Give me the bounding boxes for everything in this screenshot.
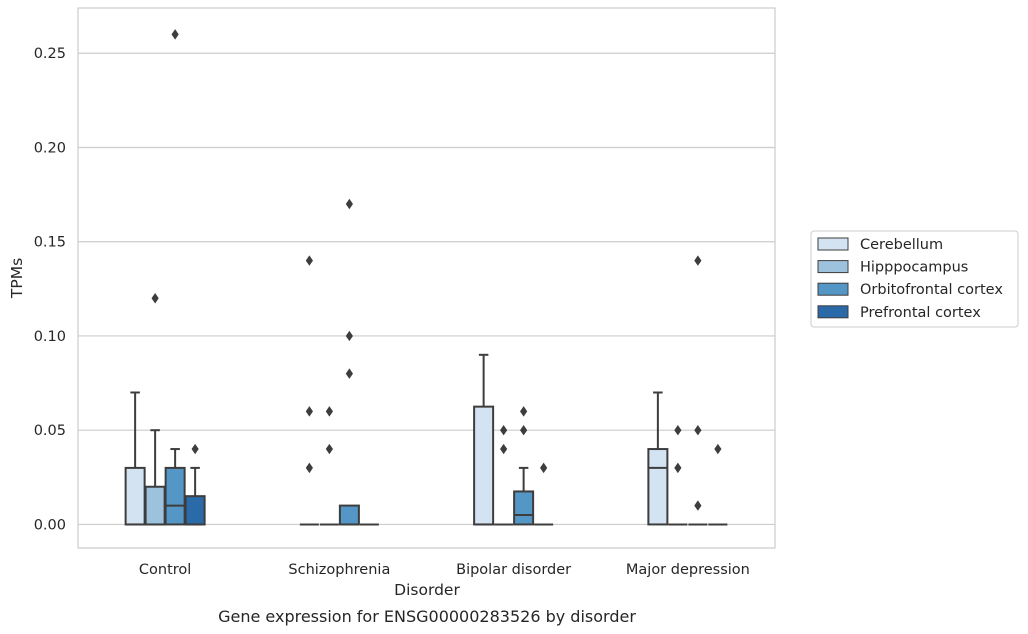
box-iqr <box>338 504 360 526</box>
outlier-2-0-0 <box>171 29 179 40</box>
legend-label-1: Hipppocampus <box>860 260 968 276</box>
box-iqr <box>184 495 206 526</box>
outlier-1-1-0 <box>325 443 333 455</box>
box-iqr <box>473 405 495 526</box>
outlier-3-2-0 <box>540 462 548 474</box>
legend: Cerebellum Hipppocampus Orbitofrontal cort… <box>810 230 1019 328</box>
x-tick-label-1: Schizophrenia <box>288 562 390 578</box>
y-axis-title: TPMs <box>8 258 26 299</box>
box-0-3 <box>647 391 669 526</box>
legend-label-3: Prefrontal cortex <box>860 305 981 321</box>
y-tick-label-4: 0.20 <box>34 140 66 156</box>
legend-swatch-1 <box>817 260 849 274</box>
box-1-0 <box>144 429 166 526</box>
outlier-1-2-1 <box>500 424 508 436</box>
x-tick-label-2: Bipolar disorder <box>456 562 571 578</box>
plot-frame <box>77 7 776 549</box>
y-tick-label-0: 0.00 <box>34 517 66 533</box>
x-axis-title: Disorder <box>394 581 460 599</box>
box-2-2 <box>513 466 535 526</box>
x-tick-label-3: Major depression <box>626 562 750 578</box>
box-iqr <box>124 466 146 526</box>
y-tick-label-5: 0.25 <box>34 46 66 62</box>
outlier-1-1-1 <box>325 406 333 417</box>
x-tick-label-0: Control <box>139 562 191 578</box>
legend-label-2: Orbitofrontal cortex <box>860 282 1003 298</box>
outlier-1-0-0 <box>151 293 159 304</box>
outlier-1-3-0 <box>674 462 682 474</box>
outlier-3-3-0 <box>714 443 722 455</box>
outlier-0-1-2 <box>305 255 313 266</box>
outlier-0-1-0 <box>305 462 313 474</box>
legend-swatch-3 <box>817 305 849 319</box>
outlier-2-1-0 <box>345 368 353 379</box>
outlier-2-3-0 <box>694 500 702 511</box>
outlier-0-1-1 <box>305 406 313 417</box>
box-iqr <box>647 448 669 526</box>
outlier-1-3-1 <box>674 424 682 436</box>
outlier-2-2-0 <box>520 424 528 436</box>
outlier-2-1-1 <box>345 330 353 342</box>
box-3-0 <box>184 466 206 526</box>
legend-label-0: Cerebellum <box>860 237 943 253</box>
outlier-1-2-0 <box>500 443 508 455</box>
outlier-2-3-2 <box>694 255 702 266</box>
y-tick-label-3: 0.15 <box>34 235 66 251</box>
x-tick-labels: Control Schizophrenia Bipolar disorder Majo… <box>139 562 750 578</box>
box-iqr <box>144 485 166 526</box>
box-0-2 <box>473 353 495 526</box>
y-tick-label-1: 0.05 <box>34 423 66 439</box>
outlier-2-3-1 <box>694 424 702 436</box>
box-iqr <box>513 490 535 526</box>
y-tick-labels: 0.00 0.05 0.10 0.15 0.20 0.25 <box>34 46 66 533</box>
y-tick-label-2: 0.10 <box>34 329 66 345</box>
outlier-2-2-1 <box>520 406 528 417</box>
outliers <box>151 29 722 511</box>
legend-swatch-0 <box>817 237 849 251</box>
outlier-3-0-0 <box>191 443 199 455</box>
box-iqr <box>164 466 186 526</box>
boxes <box>124 353 728 526</box>
box-2-1 <box>338 504 360 526</box>
outlier-2-1-2 <box>345 198 353 210</box>
box-0-0 <box>124 391 146 526</box>
legend-swatch-2 <box>817 282 849 296</box>
legend-frame <box>810 230 1019 328</box>
chart-caption: Gene expression for ENSG00000283526 by d… <box>218 607 636 626</box>
